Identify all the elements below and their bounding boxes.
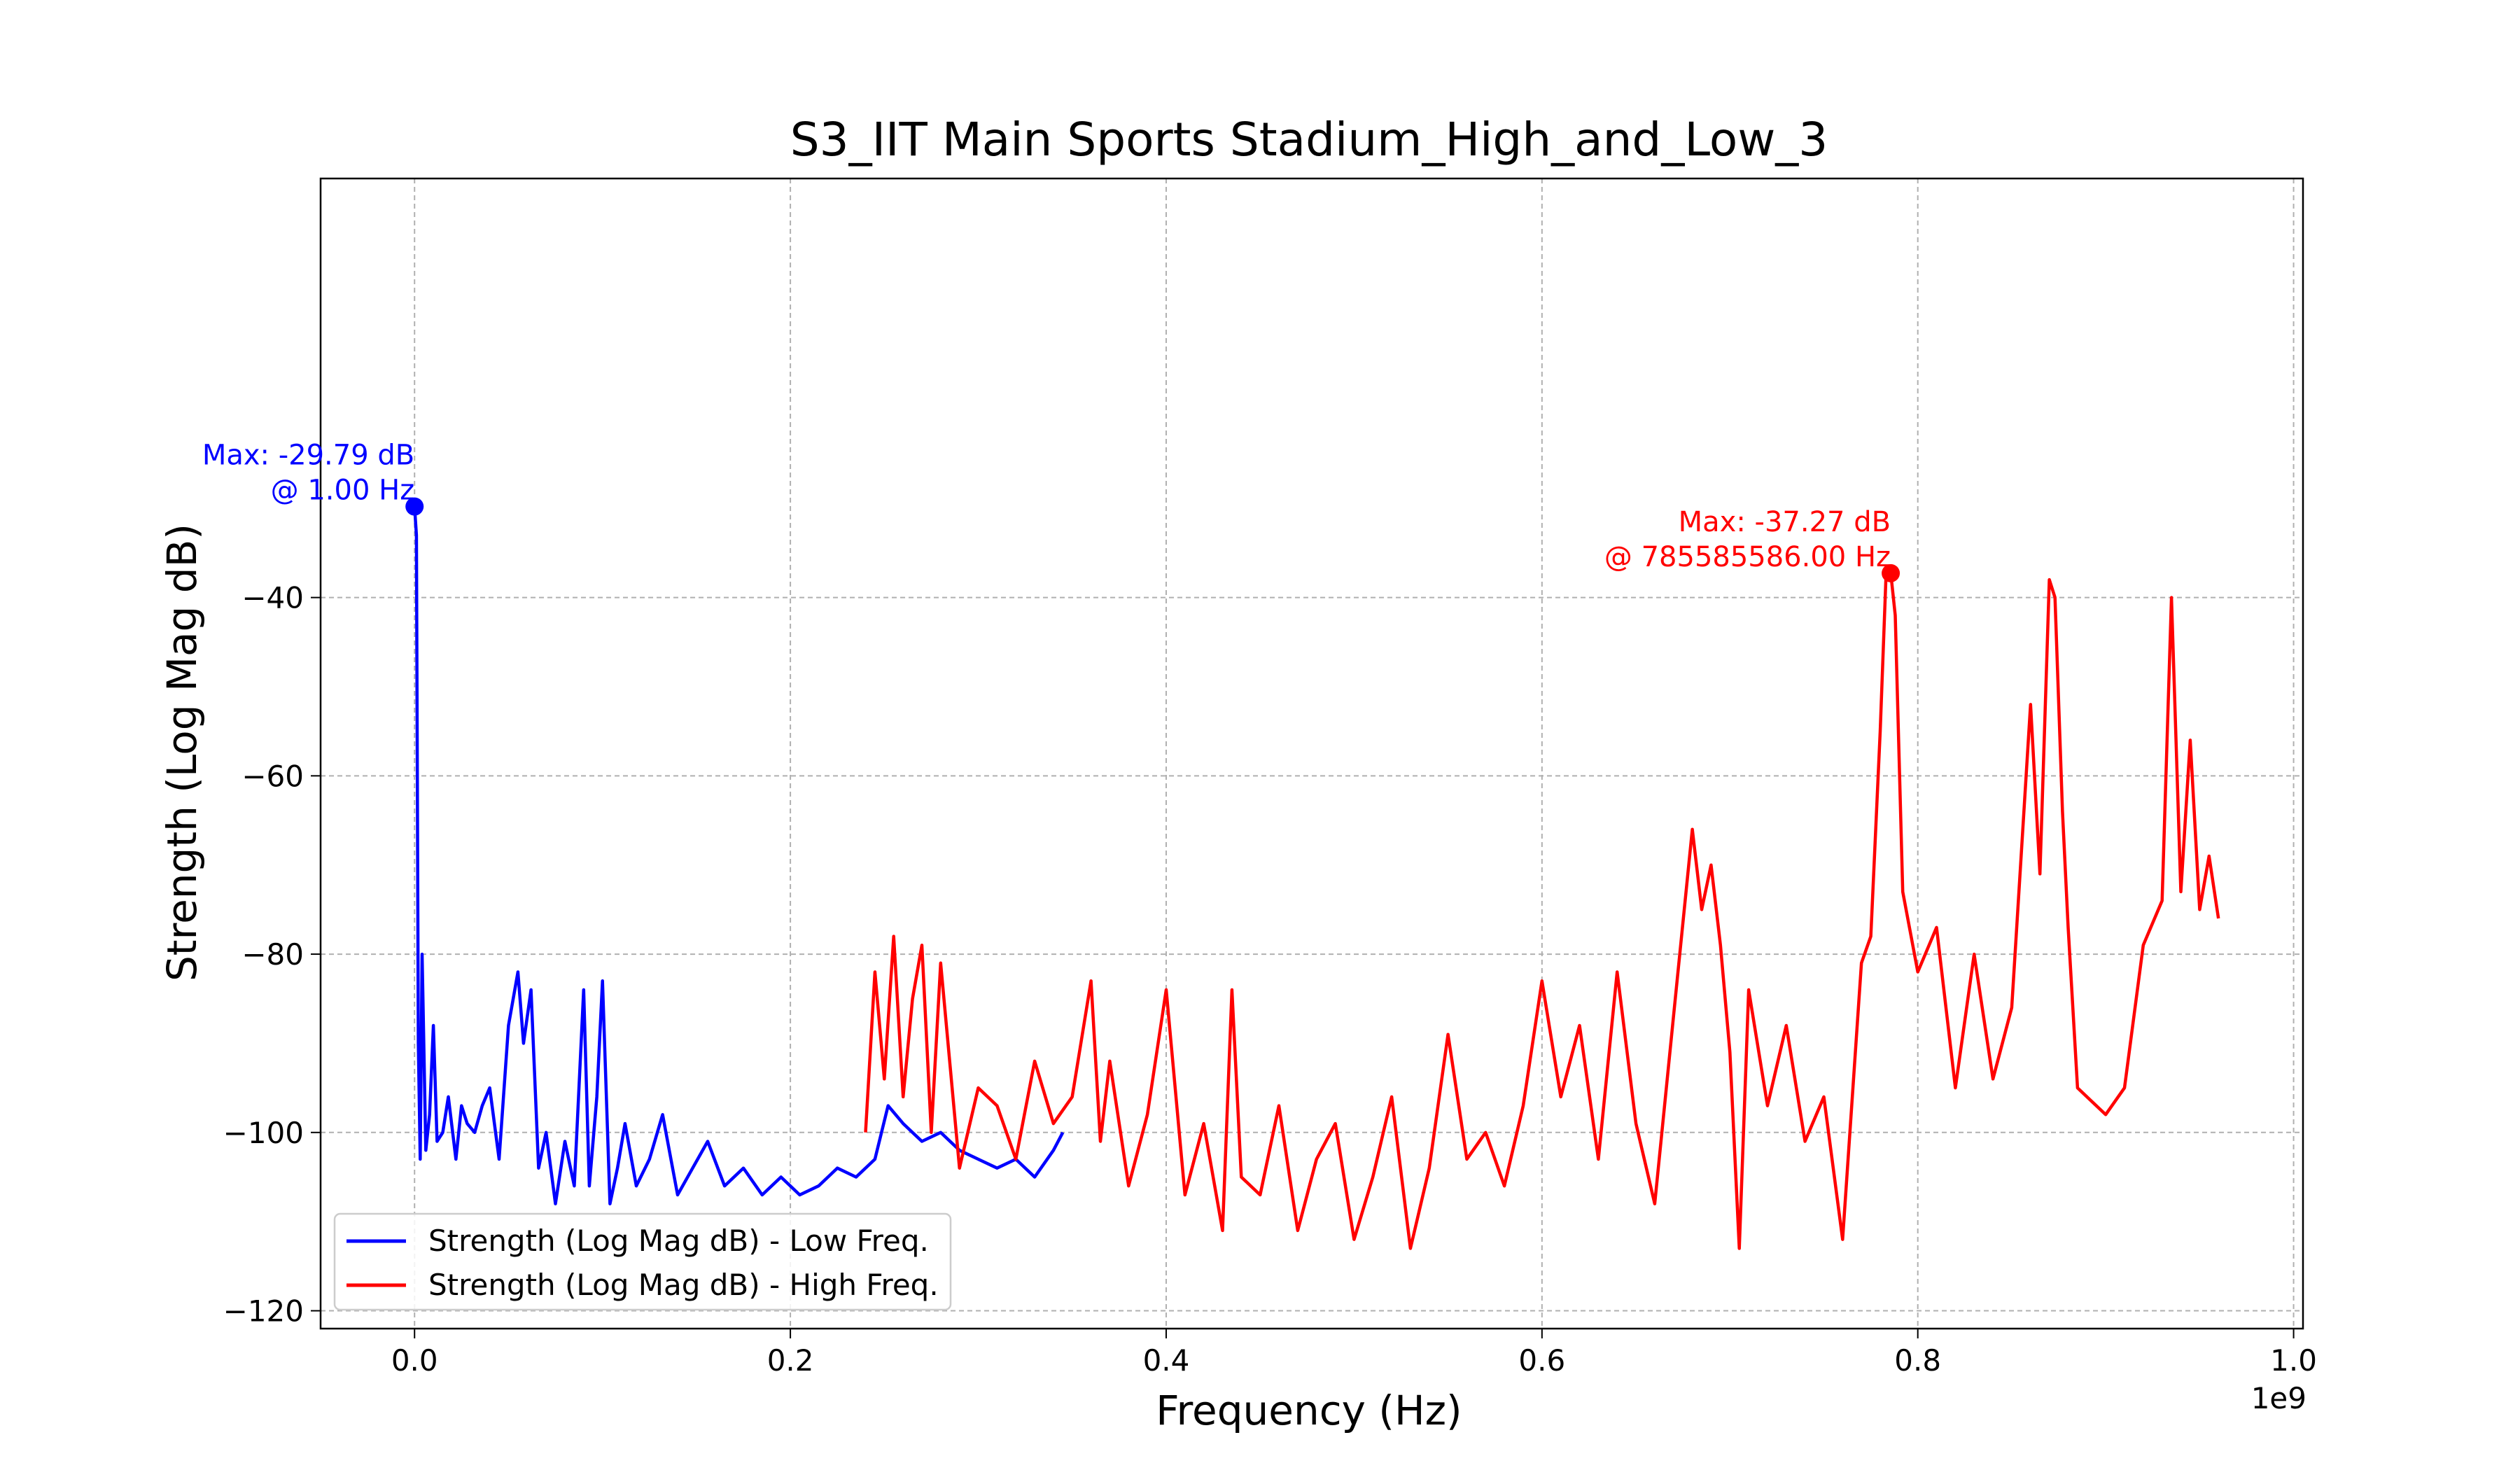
y-tick-label: −80 [241, 937, 304, 972]
x-tick-label: 0.2 [767, 1343, 814, 1378]
y-tick-label: −100 [223, 1116, 304, 1150]
x-tick-label: 0.6 [1518, 1343, 1565, 1378]
series-line-low-freq [412, 506, 1065, 1205]
max-annotation-frequency: @ 785585586.00 Hz [1604, 541, 1891, 573]
series-layer [412, 506, 2220, 1250]
annotations: Max: -29.79 dB@ 1.00 Hz Max: -37.27 dB@ 7… [202, 440, 1900, 582]
x-tick-label: 0.8 [1894, 1343, 1941, 1378]
grid [321, 178, 2303, 1329]
y-axis-label: Strength (Log Mag dB) [158, 524, 206, 981]
x-tick-label: 1.0 [2270, 1343, 2317, 1378]
plot-frame [319, 177, 2304, 1330]
max-point-marker [405, 497, 424, 516]
max-annotation-value: Max: -29.79 dB [202, 440, 414, 472]
legend: Strength (Log Mag dB) - Low Freq. Streng… [333, 1212, 952, 1311]
max-annotation-frequency: @ 1.00 Hz [271, 475, 415, 507]
legend-label-high: Strength (Log Mag dB) - High Freq. [428, 1268, 939, 1302]
max-point-marker [1882, 564, 1900, 582]
series-line-high-freq [864, 571, 2220, 1250]
chart-title: S3_IIT Main Sports Stadium_High_and_Low_… [790, 113, 1828, 167]
x-axis-offset-text: 1e9 [2251, 1381, 2306, 1415]
x-tick-label: 0.0 [391, 1343, 438, 1378]
y-tick-label: −40 [241, 581, 304, 615]
ticks: 0.0 0.2 0.4 0.6 0.8 1.0 −120 −100 −80 −60 −40 [223, 581, 2317, 1378]
y-tick-label: −60 [241, 759, 304, 793]
y-tick-label: −120 [223, 1294, 304, 1329]
x-tick-label: 0.4 [1143, 1343, 1190, 1378]
legend-box [333, 1212, 952, 1311]
x-axis-label: Frequency (Hz) [1156, 1387, 1462, 1434]
max-annotation-value: Max: -37.27 dB [1679, 506, 1891, 538]
legend-label-low: Strength (Log Mag dB) - Low Freq. [428, 1224, 929, 1258]
